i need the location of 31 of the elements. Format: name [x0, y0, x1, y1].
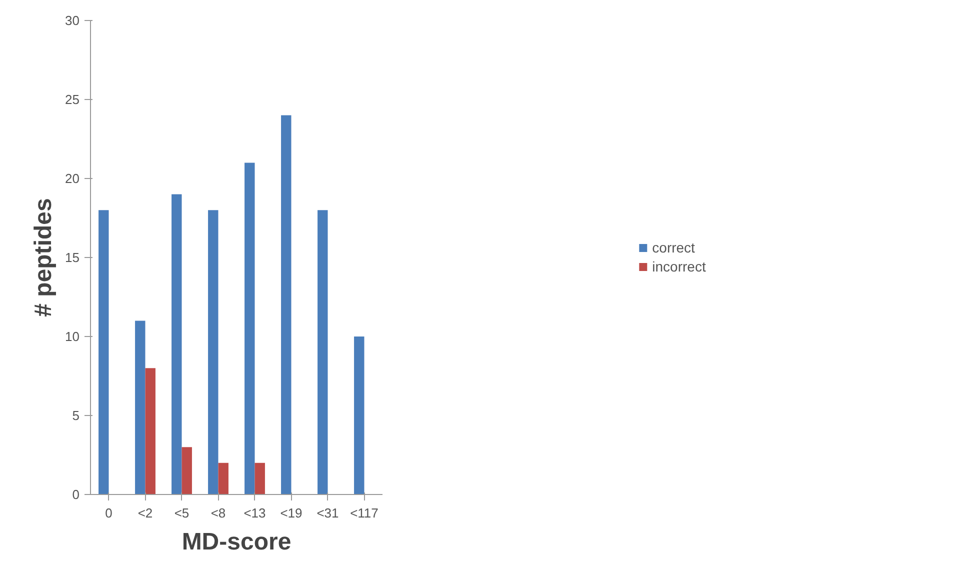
y-tick-label: 10 [65, 329, 80, 344]
x-tick-label: <31 [316, 506, 339, 520]
y-tick-label: 20 [65, 171, 80, 186]
y-tick-label: 25 [65, 92, 80, 107]
legend-label: incorrect [652, 258, 706, 274]
x-tick-label: 0 [105, 506, 112, 520]
x-tick-label: <5 [174, 506, 190, 520]
bar [318, 210, 328, 494]
bar [135, 320, 146, 494]
x-tick-label: <117 [350, 506, 378, 520]
bar [218, 462, 228, 494]
x-tick-label: <8 [210, 506, 226, 520]
x-tick-label: <2 [138, 506, 153, 520]
y-tick-label: 15 [65, 250, 80, 265]
legend-label: correct [652, 240, 695, 256]
bar [281, 115, 292, 494]
bar [354, 336, 364, 494]
bar [145, 368, 156, 494]
bar [208, 210, 218, 494]
y-tick-label: 30 [65, 13, 80, 28]
x-axis-title: MD-score [182, 528, 292, 556]
bar [98, 210, 109, 494]
y-axis-title: # peptides [30, 198, 58, 317]
y-tick-label: 5 [72, 408, 80, 423]
bar [182, 447, 192, 494]
bar [254, 462, 265, 494]
x-tick-label: <13 [244, 506, 266, 520]
y-tick-label: 0 [72, 487, 80, 502]
bar [172, 194, 182, 494]
x-tick-label: <19 [280, 506, 302, 520]
bar [244, 162, 255, 494]
